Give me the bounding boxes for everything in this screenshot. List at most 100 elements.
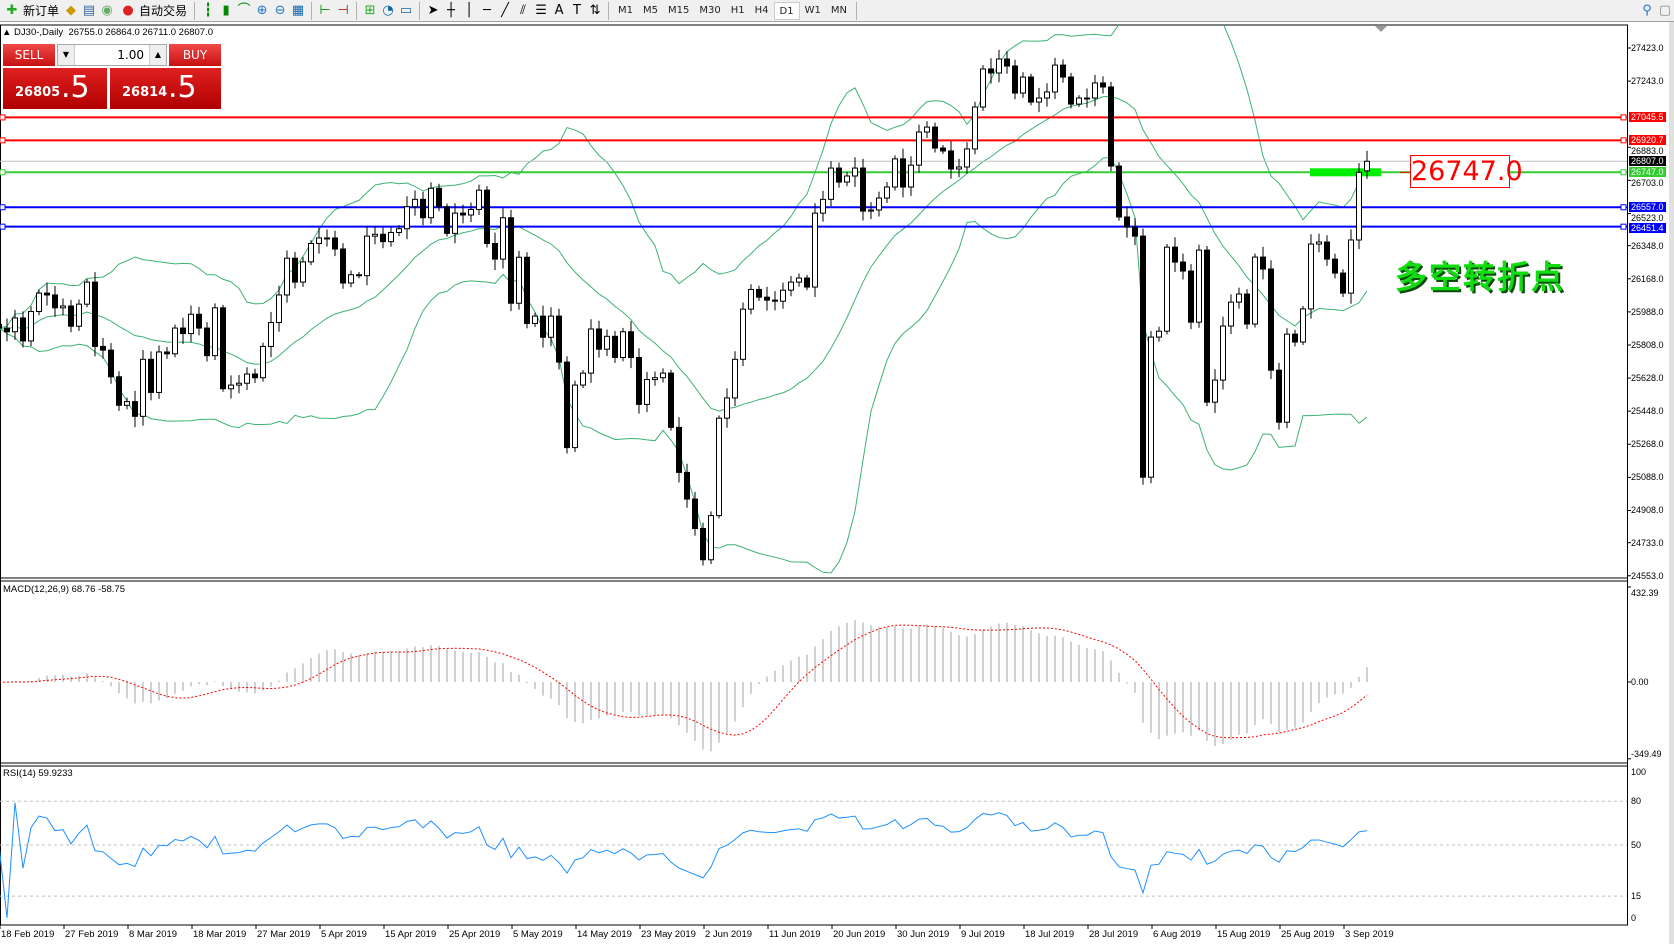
bear-candle-body [1004, 58, 1010, 67]
timeframe-h1[interactable]: H1 [730, 4, 745, 16]
timeframe-m1[interactable]: M1 [618, 4, 634, 16]
sell-price-button[interactable]: 26805.5 [3, 68, 107, 109]
candle [1244, 289, 1250, 329]
candle [1276, 362, 1282, 430]
bear-candle-body [1244, 293, 1250, 325]
auto-trading-button[interactable]: ● 自动交易 [116, 1, 190, 21]
chart-shift-icon[interactable]: ⊢ [319, 2, 331, 18]
text-label-icon[interactable]: T [573, 2, 581, 18]
bull-candle-body [652, 377, 658, 381]
new-order-button[interactable]: ✚ 新订单 [0, 1, 62, 21]
equidistant-channel-icon[interactable]: ⫽ [520, 2, 526, 18]
bull-candle-body [1220, 325, 1226, 381]
timeframe-m30[interactable]: M30 [699, 4, 721, 16]
macd-axis-label: 0.00 [1631, 677, 1649, 687]
zoom-out-icon[interactable]: ⊖ [274, 2, 286, 18]
lot-size-stepper[interactable]: ▼ 1.00 ▲ [57, 44, 167, 66]
horizontal-line-icon[interactable]: ─ [483, 2, 491, 18]
line-chart-icon[interactable]: ⌒ [237, 2, 251, 18]
timeframe-d1[interactable]: D1 [773, 1, 800, 20]
timeframe-w1[interactable]: W1 [804, 4, 821, 16]
bear-candle-body [292, 257, 298, 283]
candle [188, 305, 194, 343]
auto-trading-icon: ● [122, 2, 134, 18]
timeframe-h4[interactable]: H4 [754, 4, 769, 16]
bull-candle-body [396, 228, 402, 233]
search-icon[interactable]: ⚲ [1642, 2, 1652, 18]
trendline-icon[interactable]: ╱ [501, 2, 509, 18]
candle [1132, 218, 1138, 246]
text-icon[interactable]: A [554, 2, 564, 18]
bull-candle-body [12, 317, 18, 333]
increase-lot-icon[interactable]: ▲ [149, 45, 166, 65]
history-icon[interactable]: ▤ [82, 2, 96, 18]
tile-windows-icon[interactable]: ▦ [291, 2, 305, 18]
candle [756, 285, 762, 301]
indicators-icon[interactable]: ⊞ [364, 2, 376, 18]
bull-candle-body [980, 68, 986, 108]
turning-point-note[interactable]: 多空转折点 [1395, 258, 1566, 296]
bull-candle-body [716, 417, 722, 517]
candle [956, 158, 962, 178]
price-annotation-box[interactable]: 26747.0 [1410, 155, 1523, 188]
date-axis-label: 2 Jun 2019 [705, 929, 753, 940]
bull-candle-body [1156, 330, 1162, 338]
candle [828, 161, 834, 207]
candle [372, 226, 378, 245]
toolbar-divider [311, 1, 313, 20]
bull-candle-body [1356, 171, 1362, 241]
bear-candle-body [900, 158, 906, 188]
fibonacci-icon[interactable]: ☰ [535, 2, 547, 18]
timeframe-m5[interactable]: M5 [643, 4, 659, 16]
price-axis-label: 26703.0 [1631, 177, 1664, 188]
candle [844, 171, 850, 187]
templates-icon[interactable]: ▭ [399, 2, 413, 18]
candlestick-icon[interactable]: ▮ [222, 2, 230, 18]
bear-candle-body [1324, 241, 1330, 260]
candle [972, 101, 978, 155]
lot-size-input[interactable]: 1.00 [117, 48, 144, 62]
bull-candle-body [1196, 249, 1202, 323]
bull-candle-body [788, 281, 794, 291]
bull-candle-body [172, 327, 178, 355]
price-axis-label: 25088.0 [1631, 472, 1664, 483]
vertical-line-icon[interactable]: │ [465, 2, 473, 18]
zoom-in-icon[interactable]: ⊕ [256, 2, 268, 18]
decrease-lot-icon[interactable]: ▼ [58, 45, 75, 65]
candle [172, 324, 178, 358]
periods-clock-icon[interactable]: ◔ [382, 2, 394, 18]
bear-candle-body [772, 299, 778, 302]
timeframe-m15[interactable]: M15 [668, 4, 690, 16]
buy-price-button[interactable]: 26814.5 [110, 68, 221, 109]
candle [1300, 305, 1306, 345]
timeframe-mn[interactable]: MN [830, 4, 847, 16]
crosshair-icon[interactable]: ┼ [447, 2, 455, 18]
cursor-icon[interactable]: ➤ [427, 2, 439, 18]
level-price-label: 26920.7 [1629, 135, 1666, 146]
candle [548, 307, 554, 347]
autoscroll-icon[interactable]: ⊣ [337, 2, 349, 18]
candle [636, 348, 642, 414]
arrows-icon[interactable]: ⇅ [589, 2, 601, 18]
candle [740, 302, 746, 366]
bull-candle-body [1284, 333, 1290, 423]
gold-icon[interactable]: ◆ [66, 2, 77, 18]
chat-icon[interactable]: ▢ [1658, 2, 1672, 18]
bear-candle-body [1180, 261, 1186, 272]
bear-candle-body [540, 315, 546, 338]
bar-chart-icon[interactable]: ┇ [204, 2, 212, 18]
collapse-triangle-icon[interactable]: ▲ [2, 27, 15, 38]
sell-button[interactable]: SELL [3, 44, 55, 66]
candle [124, 397, 130, 410]
price-axis-label: 27423.0 [1631, 43, 1664, 53]
candle [164, 347, 170, 359]
signal-icon[interactable]: ◉ [101, 2, 113, 18]
bull-candle-body [348, 274, 354, 284]
bull-candle-body [500, 217, 506, 260]
candle [884, 182, 890, 204]
bull-candle-body [468, 208, 474, 216]
buy-price-fraction: .5 [168, 70, 197, 105]
candle [724, 388, 730, 428]
buy-button[interactable]: BUY [169, 44, 221, 66]
